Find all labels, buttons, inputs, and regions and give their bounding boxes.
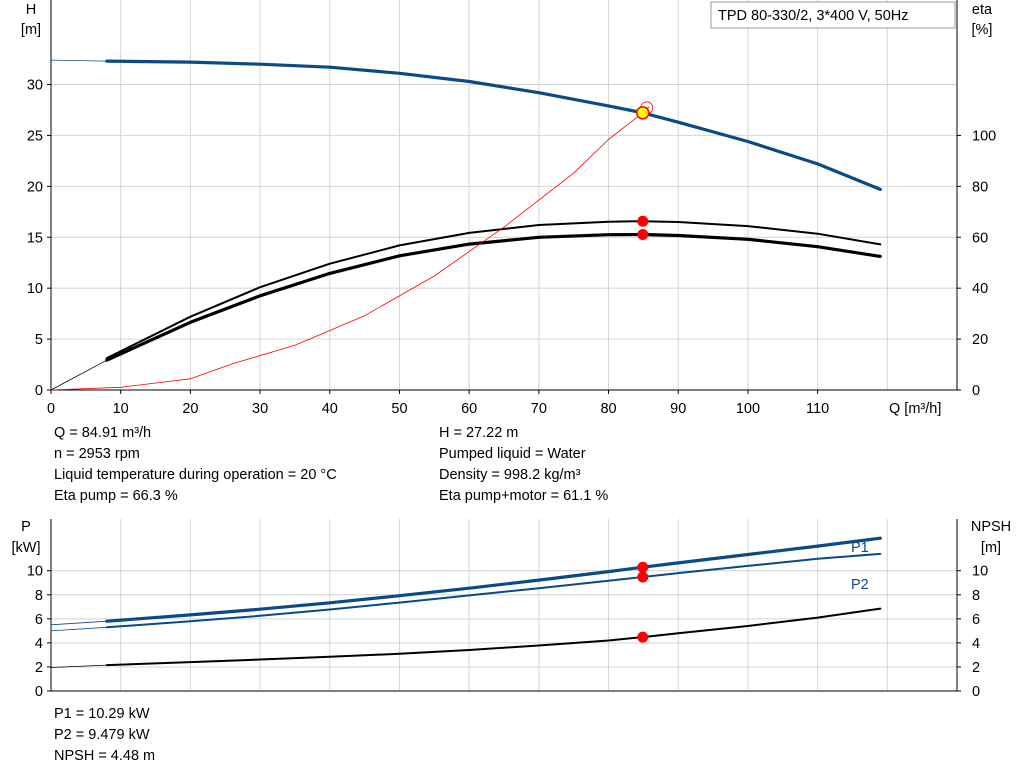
eta-axis-label: eta: [972, 2, 993, 18]
title-box: [710, 1, 956, 29]
operating-point-marker: [637, 561, 649, 573]
x-tick-label: 110: [806, 401, 829, 417]
right-tick-label: 80: [972, 179, 988, 195]
npsh-axis-unit: [m]: [981, 540, 1001, 556]
right-tick-label: 6: [972, 612, 980, 628]
x-tick-label: 80: [600, 401, 616, 417]
npsh-value: NPSH = 4.48 m: [54, 748, 156, 764]
upper-grid: [50, 0, 957, 391]
operating-point-marker: [637, 631, 649, 643]
operating-point-marker: [637, 215, 649, 227]
x-tick-label: 70: [531, 401, 547, 417]
series-p1_extension: [50, 620, 108, 626]
p2-curve-label: P2: [851, 577, 869, 593]
x-tick-label: 40: [322, 401, 338, 417]
operating-point-marker: [637, 228, 649, 240]
left-tick-label: 2: [35, 660, 43, 676]
right-tick-label: 10: [972, 564, 988, 580]
series-npsh: [105, 607, 882, 667]
left-tick-label: 30: [27, 78, 43, 94]
series-p2: [105, 552, 882, 629]
p1-curve-label: P1: [851, 540, 869, 556]
eta-pump-motor-value: Eta pump+motor = 61.1 %: [439, 488, 609, 504]
head-axis-unit: [m]: [21, 22, 41, 38]
lower-series: [50, 536, 882, 668]
x-tick-label: 20: [182, 401, 198, 417]
left-tick-label: 20: [27, 179, 43, 195]
right-tick-label: 8: [972, 588, 980, 604]
series-head: [105, 59, 882, 191]
head-value: H = 27.22 m: [439, 425, 519, 441]
right-tick-label: 0: [972, 684, 980, 700]
right-tick-label: 2: [972, 660, 980, 676]
x-tick-label: 30: [252, 401, 268, 417]
pumped-liquid-value: Pumped liquid = Water: [439, 446, 586, 462]
series-head_extension: [50, 59, 108, 62]
duty-info-col2: H = 27.22 m Pumped liquid = Water Densit…: [439, 423, 608, 507]
series-eta_pump: [105, 220, 882, 360]
power-axis-label: P: [21, 519, 31, 535]
duty-point-marker: [636, 106, 650, 120]
p1-value: P1 = 10.29 kW: [54, 706, 150, 722]
series-npsh_extension: [50, 664, 108, 668]
flow-value: Q = 84.91 m³/h: [54, 425, 152, 441]
right-tick-label: 0: [972, 383, 980, 399]
p2-value: P2 = 9.479 kW: [54, 727, 150, 743]
head-axis-label: H: [26, 2, 36, 18]
lower-axes: 0 2 4 6 8 10 0 2 4 6 8 10: [27, 519, 988, 700]
left-tick-label: 10: [27, 281, 43, 297]
left-tick-label: 4: [35, 636, 43, 652]
left-tick-label: 0: [35, 383, 43, 399]
upper-axes: 0 5 10 15 20 25 30 0 20 40 60 80 100 0 10 20 30 40 50 60 70 8…: [27, 0, 996, 417]
flow-axis-label: Q [m³/h]: [889, 401, 941, 417]
x-tick-label: 0: [47, 401, 55, 417]
x-tick-label: 10: [113, 401, 129, 417]
series-eta_pump_motor_ext: [50, 359, 108, 391]
right-tick-label: 60: [972, 230, 988, 246]
left-tick-label: 0: [35, 684, 43, 700]
x-tick-label: 60: [461, 401, 477, 417]
series-p2_extension: [50, 626, 108, 632]
x-tick-label: 50: [391, 401, 407, 417]
right-tick-label: 20: [972, 332, 988, 348]
left-tick-label: 6: [35, 612, 43, 628]
liquid-temperature-value: Liquid temperature during operation = 20…: [54, 467, 337, 483]
operating-point-marker: [637, 571, 649, 583]
chart-title: TPD 80-330/2, 3*400 V, 50Hz: [718, 8, 909, 24]
series-duty_line: [50, 106, 650, 391]
density-value: Density = 998.2 kg/m³: [439, 467, 581, 483]
right-tick-label: 40: [972, 281, 988, 297]
x-tick-label: 90: [670, 401, 686, 417]
series-p1: [105, 536, 882, 623]
speed-value: n = 2953 rpm: [54, 446, 140, 462]
left-tick-label: 10: [27, 564, 43, 580]
power-axis-unit: [kW]: [12, 540, 41, 556]
right-tick-label: 100: [972, 128, 996, 144]
left-tick-label: 25: [27, 128, 43, 144]
power-info: P1 = 10.29 kW P2 = 9.479 kW NPSH = 4.48 …: [54, 704, 155, 767]
left-tick-label: 8: [35, 588, 43, 604]
right-tick-label: 4: [972, 636, 980, 652]
duty-info-col1: Q = 84.91 m³/h n = 2953 rpm Liquid tempe…: [54, 423, 337, 507]
npsh-axis-label: NPSH: [971, 519, 1011, 535]
left-tick-label: 15: [27, 230, 43, 246]
eta-pump-value: Eta pump = 66.3 %: [54, 488, 178, 504]
left-tick-label: 5: [35, 332, 43, 348]
x-tick-label: 100: [736, 401, 760, 417]
eta-axis-unit: [%]: [972, 22, 993, 38]
series-eta_pump_motor: [105, 232, 882, 362]
upper-series: [50, 59, 882, 391]
